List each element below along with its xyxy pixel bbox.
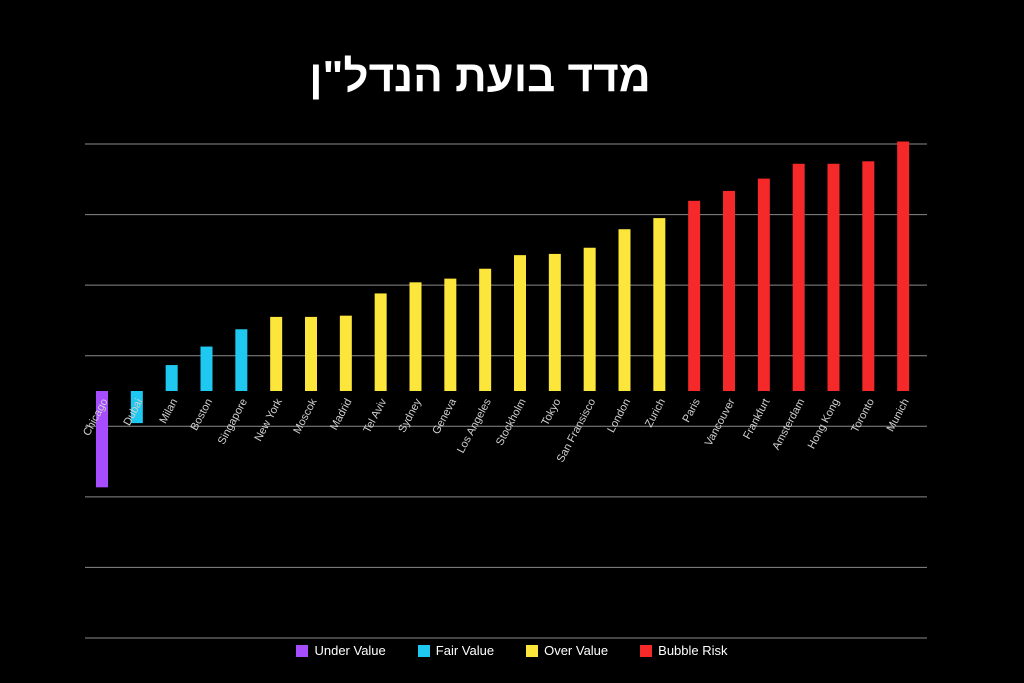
bar-tel-aviv (374, 293, 387, 391)
bar-boston (200, 346, 213, 391)
category-label: Frankfurt (741, 397, 772, 441)
bar-paris (688, 200, 701, 391)
legend: Under Value Fair Value Over Value Bubble Ri… (0, 643, 1024, 658)
bar-moscok (305, 316, 317, 391)
legend-swatch (417, 644, 430, 657)
bar-dubai (130, 391, 143, 424)
bar-chicago (96, 391, 108, 488)
category-label: Hong Kong (806, 397, 842, 451)
category-label: Sydney (396, 396, 424, 434)
legend-label: Under Value (314, 643, 386, 658)
category-label: Milan (157, 397, 180, 426)
category-label: Vancouver (703, 396, 738, 448)
bar-zurich (653, 218, 666, 391)
legend-label: Bubble Risk (658, 643, 728, 658)
chart-title: מדד בועת הנדל"ן (309, 52, 651, 101)
legend-swatch (296, 644, 309, 657)
bar-hong-kong (827, 163, 840, 391)
bar-vancouver (723, 190, 735, 391)
legend-label: Over Value (544, 643, 609, 658)
category-label: Boston (188, 397, 215, 433)
bar-frankfurt (757, 178, 770, 391)
category-label: San Fransisco (555, 397, 599, 465)
category-labels: Chicago Dubai Milan Boston Singapore New York… (81, 396, 912, 464)
category-label: Madrid (328, 397, 354, 432)
bar-milan (165, 365, 178, 391)
bar-amsterdam (792, 163, 805, 391)
bar-los-angeles (479, 268, 492, 391)
category-label: Singapore (216, 397, 250, 447)
bar-san-fransisco (583, 247, 596, 391)
legend-item: Bubble Risk (640, 643, 728, 658)
category-label: Stockholm (494, 397, 529, 448)
category-label: Moscok (291, 396, 320, 436)
bar-new-york (270, 316, 283, 391)
bar-munich (897, 141, 910, 391)
legend-swatch (640, 644, 653, 657)
bar-tokyo (548, 253, 561, 391)
legend-swatch (526, 644, 539, 657)
legend-item: Under Value (296, 643, 386, 658)
category-label: London (605, 397, 633, 435)
category-label: New York (252, 396, 285, 443)
category-label: Amsterdam (770, 397, 807, 452)
grid-lines (85, 143, 927, 639)
category-label: Zurich (643, 397, 668, 430)
bar-sydney (409, 282, 422, 391)
legend-item: Over Value (526, 643, 608, 658)
category-label: Paris (680, 396, 703, 424)
bars (96, 141, 910, 488)
legend-label: Fair Value (435, 643, 495, 658)
category-label: Tel Aviv (361, 396, 389, 435)
bar-madrid (339, 315, 352, 391)
category-label: Toronto (849, 397, 877, 435)
category-label: Tokyo (539, 397, 563, 428)
category-label: Munich (885, 397, 912, 434)
bar-geneva (444, 278, 457, 391)
category-label: Geneva (430, 396, 459, 436)
bar-stockholm (514, 255, 526, 391)
bar-london (618, 229, 631, 391)
bar-singapore (235, 329, 248, 391)
bar-toronto (862, 161, 875, 391)
legend-item: Fair Value (417, 643, 495, 658)
